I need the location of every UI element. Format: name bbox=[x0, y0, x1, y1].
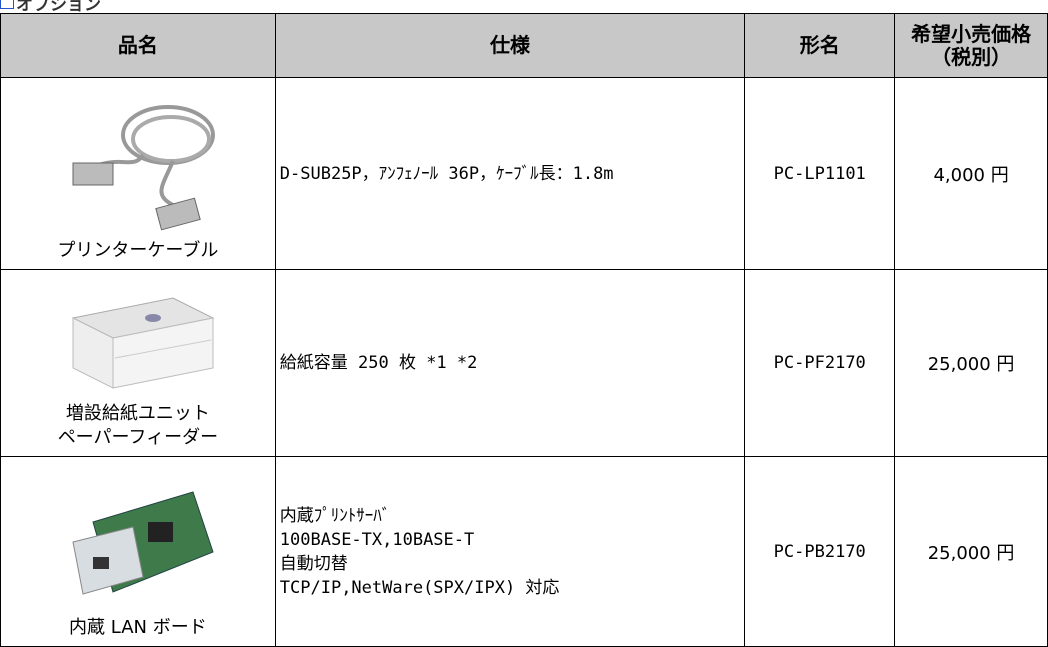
header-cell: 品名 bbox=[0, 13, 276, 78]
model-cell: PC-LP1101 bbox=[744, 77, 896, 270]
header-line: 希望小売価格 bbox=[911, 21, 1032, 46]
price-cell: 25,000 円 bbox=[894, 269, 1048, 457]
spec-line: 自動切替 bbox=[279, 553, 348, 574]
spec-line: TCP/IP,NetWare(SPX/IPX) 対応 bbox=[279, 577, 560, 598]
header-cell: 仕様 bbox=[274, 13, 746, 78]
spec-line: 給紙容量 250 枚 *1 *2 bbox=[279, 353, 478, 373]
price-cell: 4,000 円 bbox=[894, 77, 1048, 270]
spec-cell: D-SUB25P，ｱﾝﾌｪﾉｰﾙ 36P，ｹｰﾌﾞﾙ長：1.8m bbox=[274, 77, 746, 270]
feeder-image bbox=[71, 297, 215, 389]
header-cell: 希望小売価格 （税別） bbox=[894, 13, 1048, 78]
spec-cell: 内蔵ﾌﾟﾘﾝﾄｻｰﾊﾞ 100BASE-TX,10BASE-T 自動切替 TCP… bbox=[274, 456, 746, 647]
name-line: 増設給紙ユニット bbox=[65, 403, 210, 424]
name-line: 内蔵 LAN ボード bbox=[69, 617, 207, 638]
section-title: オプション bbox=[0, 0, 101, 15]
header-cell: 形名 bbox=[744, 13, 896, 78]
model-cell: PC-PF2170 bbox=[744, 269, 896, 457]
price-cell: 25,000 円 bbox=[894, 456, 1048, 647]
spec-cell: 給紙容量 250 枚 *1 *2 bbox=[274, 269, 746, 457]
name-line: ペーパーフィーダー bbox=[57, 427, 219, 448]
row: 増設給紙ユニット ペーパーフィーダー 給紙容量 250 枚 *1 *2 PC-P… bbox=[0, 269, 1048, 457]
name-cell: 内蔵 LAN ボード bbox=[0, 456, 276, 647]
model-cell: PC-PB2170 bbox=[744, 456, 896, 647]
spec-line: 内蔵ﾌﾟﾘﾝﾄｻｰﾊﾞ bbox=[279, 505, 391, 526]
spec-line: 100BASE-TX,10BASE-T bbox=[279, 529, 475, 550]
title-icon bbox=[0, 0, 14, 9]
row: 内蔵 LAN ボード 内蔵ﾌﾟﾘﾝﾄｻｰﾊﾞ 100BASE-TX,10BASE… bbox=[0, 456, 1048, 647]
title-text: オプション bbox=[16, 0, 101, 15]
board-image bbox=[72, 491, 214, 595]
header-row: 品名 仕様 形名 希望小売価格 （税別） bbox=[0, 13, 1048, 78]
cable-image bbox=[72, 105, 215, 231]
name-cell: プリンターケーブル bbox=[0, 77, 276, 270]
row: プリンターケーブル D-SUB25P，ｱﾝﾌｪﾉｰﾙ 36P，ｹｰﾌﾞﾙ長：1.… bbox=[0, 77, 1048, 270]
name-line: プリンターケーブル bbox=[57, 240, 219, 261]
header-line: （税別） bbox=[931, 44, 1012, 69]
options-table: 品名 仕様 形名 希望小売価格 （税別） プリンターケーブル D-SUB25P，ｱ… bbox=[0, 13, 1048, 647]
spec-line: D-SUB25P，ｱﾝﾌｪﾉｰﾙ 36P，ｹｰﾌﾞﾙ長：1.8m bbox=[279, 163, 614, 184]
name-cell: 増設給紙ユニット ペーパーフィーダー bbox=[0, 269, 276, 457]
